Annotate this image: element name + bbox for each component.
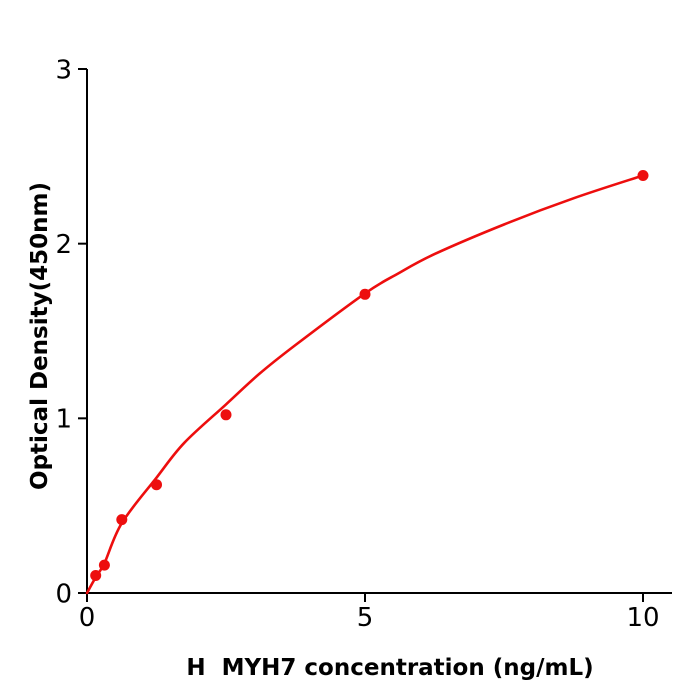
fit-curve-line [85, 174, 645, 595]
data-point [151, 479, 162, 491]
y-tick-label: 3 [55, 55, 72, 85]
data-point [90, 570, 102, 581]
y-tick-label: 0 [55, 579, 72, 609]
y-axis-title: Optical Density(450nm) [27, 182, 53, 490]
y-tick-label: 1 [55, 405, 72, 435]
x-tick-label: 5 [357, 603, 374, 633]
data-point [359, 288, 371, 300]
x-axis-title: H MYH7 concentration (ng/mL) [186, 655, 593, 681]
x-tick-label: 0 [79, 603, 96, 633]
x-tick-label: 10 [626, 603, 659, 633]
data-points-group [90, 170, 649, 581]
data-point [98, 559, 110, 571]
data-point [637, 170, 649, 181]
data-point [116, 514, 128, 526]
y-tick-label: 2 [55, 230, 72, 260]
axes-group: 0 5 10 0 1 2 3 [55, 55, 672, 633]
data-point [220, 409, 232, 421]
